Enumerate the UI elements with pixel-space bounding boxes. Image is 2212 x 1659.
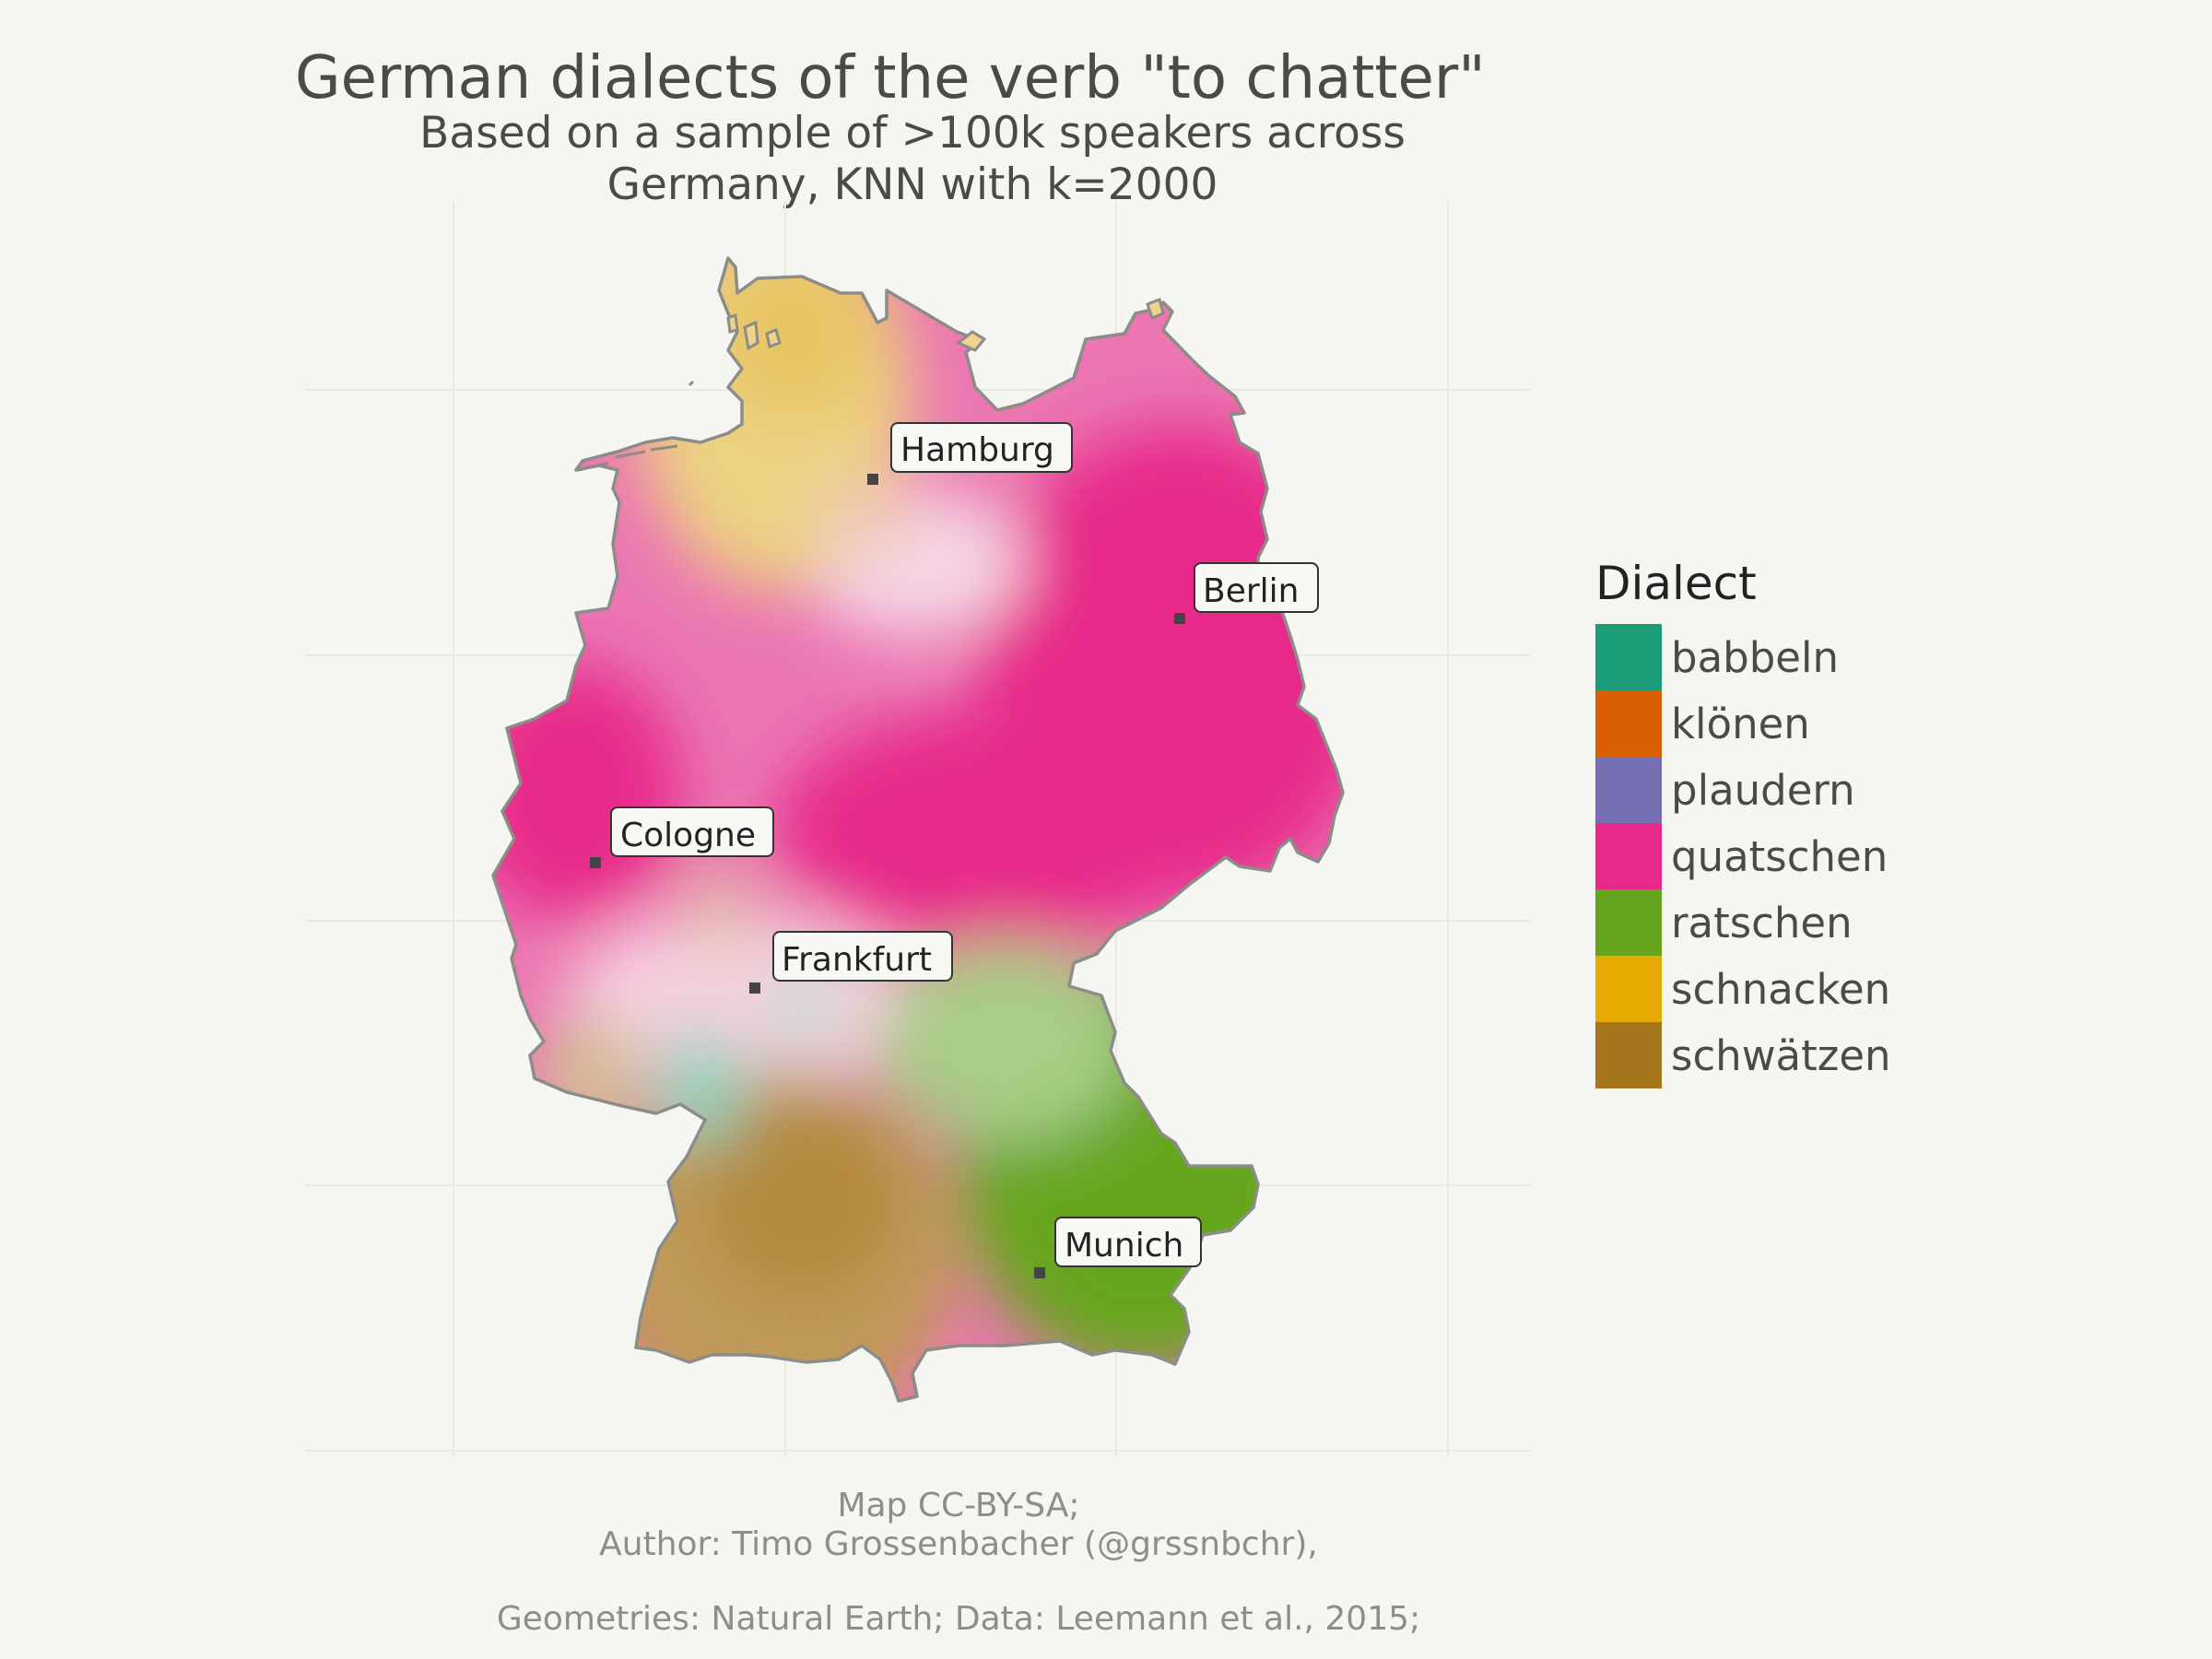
city-marker (867, 474, 878, 485)
city-label-box (1054, 1217, 1202, 1267)
city-label: Hamburg (900, 431, 1054, 469)
caption-line-1: Map CC-BY-SA; (837, 1487, 1080, 1524)
city-berlin: Berlin (1174, 562, 1319, 624)
island (688, 380, 695, 387)
island (578, 461, 609, 472)
legend-label: ratschen (1671, 899, 1853, 947)
region-ratschen-north (876, 940, 1134, 1143)
region-schnacken-hamburg (811, 479, 922, 553)
city-label-box (610, 806, 774, 857)
legend-label: klönen (1671, 700, 1810, 748)
city-hamburg: Hamburg (867, 422, 1073, 485)
caption-line-2: Author: Timo Grossenbacher (@grssnbchr), (599, 1525, 1318, 1563)
city-marker (1174, 613, 1185, 624)
city-label-box (772, 931, 953, 982)
legend-label: babbeln (1671, 633, 1839, 682)
map-title: German dialects of the verb "to chatter" (295, 44, 1486, 112)
city-label: Berlin (1203, 572, 1299, 610)
region-schwaetzen-patch (691, 866, 747, 959)
city-marker (1034, 1267, 1045, 1278)
island (743, 320, 759, 351)
city-label-box (1194, 562, 1319, 613)
region-quatschen-center (774, 710, 1198, 949)
legend-title: Dialect (1595, 557, 1757, 610)
frisian-islands (578, 380, 695, 472)
subtitle-line-1: Based on a sample of >100k speakers acro… (419, 108, 1406, 159)
legend-swatch (1595, 1022, 1662, 1088)
legend-label: plaudern (1671, 766, 1855, 815)
legend-swatch (1595, 956, 1662, 1022)
city-cologne: Cologne (590, 806, 774, 868)
city-label-box (890, 422, 1073, 473)
dialect-surface (493, 258, 1343, 1401)
city-marker (590, 857, 601, 868)
island (956, 330, 987, 352)
city-munich: Munich (1034, 1217, 1202, 1278)
legend-label: schwätzen (1671, 1031, 1891, 1080)
island (650, 444, 678, 452)
region-schwaetzen-saar (535, 1014, 645, 1143)
island (615, 450, 646, 459)
city-label: Cologne (620, 817, 756, 854)
island (726, 312, 739, 334)
legend-label: quatschen (1671, 832, 1888, 881)
legend-swatch (1595, 690, 1662, 757)
legend-label: schnacken (1671, 965, 1891, 1014)
germany-border (491, 256, 1345, 1403)
city-label: Munich (1065, 1227, 1183, 1265)
caption-line-3: Geometries: Natural Earth; Data: Leemann… (496, 1600, 1421, 1638)
region-schwaetzen-core (700, 1097, 903, 1300)
legend-swatch (1595, 624, 1662, 690)
legend-swatch (1595, 889, 1662, 956)
legend-swatch (1595, 757, 1662, 823)
city-frankfurt: Frankfurt (749, 931, 953, 994)
island (1146, 298, 1165, 321)
legend-swatch (1595, 823, 1662, 889)
city-marker (749, 982, 760, 994)
city-label: Frankfurt (782, 941, 932, 979)
coastal-islands (726, 298, 1165, 352)
island (765, 327, 782, 348)
